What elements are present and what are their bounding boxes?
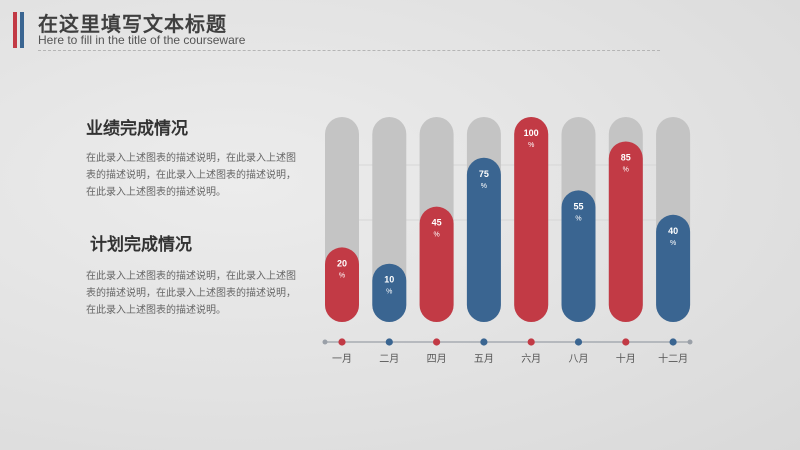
page-subtitle: Here to fill in the title of the coursew… (38, 33, 246, 47)
data-label: 100 (524, 128, 539, 138)
tick-label: 一月 (332, 353, 352, 365)
bar (372, 263, 407, 322)
bar (466, 157, 501, 322)
tick-label: 二月 (379, 353, 399, 365)
x-axis-dot (574, 338, 583, 346)
section-heading-plan: 计划完成情况 (90, 235, 192, 255)
data-label: 10 (384, 275, 394, 285)
data-label: 20 (337, 258, 347, 268)
x-axis-dot (338, 338, 346, 346)
title-divider (38, 50, 660, 51)
x-axis-end-dot (322, 339, 328, 345)
section-body-plan: 在此录入上述图表的描述说明，在此录入上述图表的描述说明，在此录入上述图表的描述说… (86, 271, 296, 316)
data-label: 45 (432, 218, 442, 228)
x-axis-dot (669, 338, 677, 346)
tick-label: 十二月 (658, 352, 688, 365)
title-accent-red (13, 12, 17, 48)
section-heading-performance: 业绩完成情况 (86, 119, 188, 139)
x-axis-dot (433, 338, 441, 346)
tick-label: 五月 (474, 353, 494, 365)
x-axis-dot (480, 338, 488, 346)
data-label: 40 (668, 226, 678, 236)
data-label: 75 (479, 169, 489, 179)
data-label-unit: % (528, 142, 534, 149)
tick-label: 八月 (569, 353, 589, 365)
data-label-unit: % (481, 183, 487, 190)
bar (514, 117, 549, 322)
data-label-unit: % (339, 272, 345, 279)
tick-label: 六月 (521, 353, 541, 365)
data-label-unit: % (433, 232, 439, 239)
data-label-unit: % (575, 215, 581, 222)
data-label-unit: % (386, 289, 392, 296)
tick-label: 十月 (616, 352, 636, 365)
tick-label: 四月 (427, 353, 447, 365)
page-title: 在这里填写文本标题 (38, 12, 227, 36)
bar (419, 206, 454, 322)
data-label-unit: % (670, 240, 676, 247)
section-body-performance: 在此录入上述图表的描述说明，在此录入上述图表的描述说明，在此录入上述图表的描述说… (86, 153, 296, 198)
bar (325, 247, 359, 322)
bar (561, 190, 596, 322)
x-axis-dot (622, 338, 630, 346)
data-label: 85 (621, 152, 631, 162)
bar (656, 214, 691, 322)
x-axis-dot (527, 338, 535, 346)
bar (608, 141, 643, 322)
data-label: 55 (573, 201, 583, 211)
x-axis-dot (385, 338, 393, 346)
title-accent-blue (20, 12, 24, 48)
x-axis-end-dot (687, 339, 693, 345)
data-label-unit: % (623, 166, 629, 173)
